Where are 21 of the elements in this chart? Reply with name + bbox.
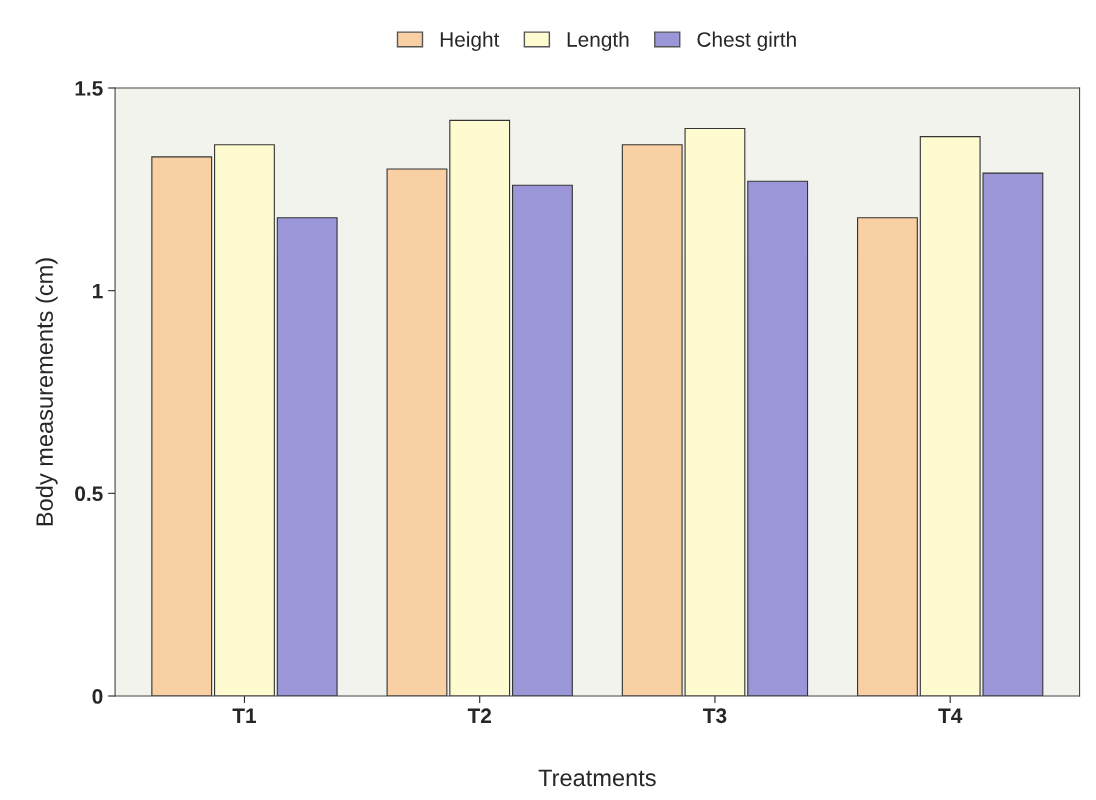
y-tick-label: 1.5 (75, 81, 103, 96)
bar (276, 217, 338, 696)
legend-label: Height (440, 31, 500, 52)
legend-label: Length (567, 31, 629, 52)
x-tick-label: T3 (703, 708, 727, 724)
x-tick-label: T1 (232, 708, 257, 723)
bar (151, 156, 213, 696)
y-axis-title: Body measurements (cm) (35, 258, 58, 526)
bar (449, 119, 511, 696)
bar (214, 144, 275, 696)
bar (512, 184, 573, 696)
legend-label: Chest girth (697, 31, 796, 52)
bar (386, 168, 448, 696)
x-tick-label: T4 (938, 708, 963, 723)
y-tick-label: 1 (93, 283, 103, 299)
x-axis-title: Treatments (538, 769, 656, 787)
y-tick-label: 0.5 (75, 486, 103, 502)
bar (747, 180, 809, 696)
bar (857, 217, 918, 696)
x-tick-label: T2 (467, 708, 492, 723)
y-tick-label: 0 (92, 689, 103, 704)
